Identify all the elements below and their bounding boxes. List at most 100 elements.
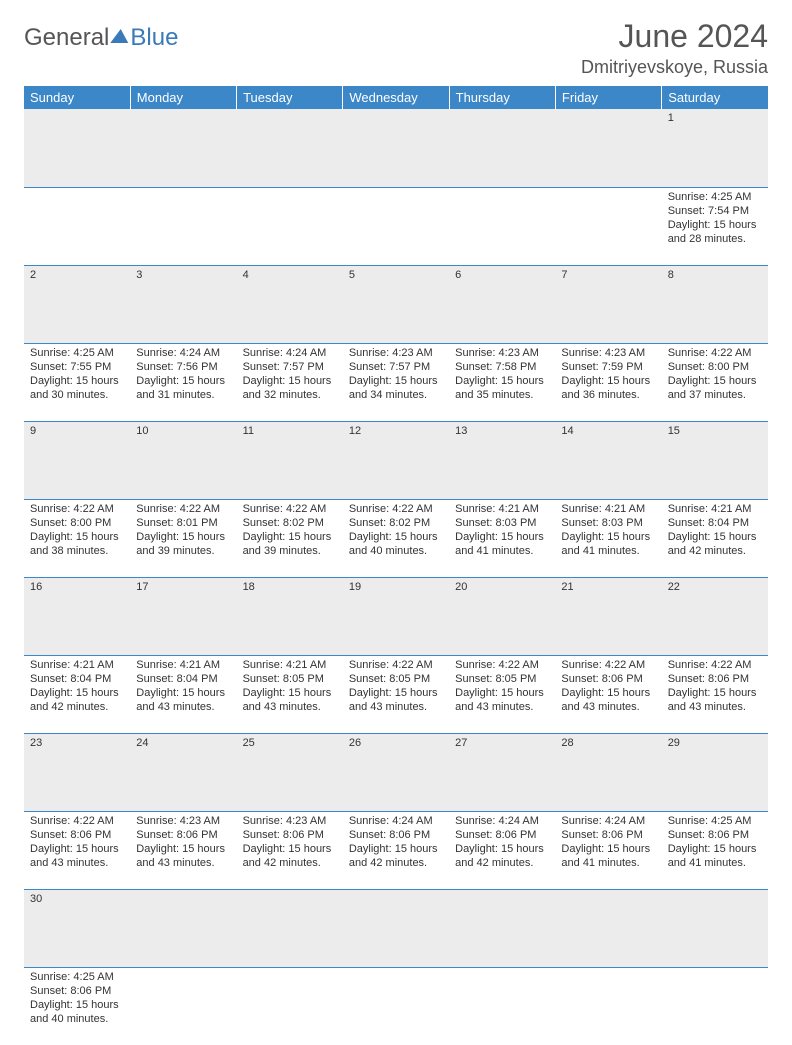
day-detail-cell: Sunrise: 4:22 AMSunset: 8:06 PMDaylight:…	[555, 655, 661, 733]
day-number-cell	[555, 109, 661, 187]
day-detail-cell	[449, 187, 555, 265]
day-detail-cell: Sunrise: 4:21 AMSunset: 8:04 PMDaylight:…	[24, 655, 130, 733]
title-block: June 2024 Dmitriyevskoye, Russia	[581, 18, 768, 78]
weekday-header: Wednesday	[343, 86, 449, 109]
day-detail-cell: Sunrise: 4:24 AMSunset: 7:57 PMDaylight:…	[237, 343, 343, 421]
day-number-cell: 12	[343, 421, 449, 499]
day-detail-cell: Sunrise: 4:23 AMSunset: 7:57 PMDaylight:…	[343, 343, 449, 421]
week-daynum-row: 23242526272829	[24, 733, 768, 811]
day-detail-cell: Sunrise: 4:24 AMSunset: 8:06 PMDaylight:…	[449, 811, 555, 889]
week-detail-row: Sunrise: 4:22 AMSunset: 8:00 PMDaylight:…	[24, 499, 768, 577]
day-detail-cell: Sunrise: 4:24 AMSunset: 7:56 PMDaylight:…	[130, 343, 236, 421]
day-detail-cell: Sunrise: 4:25 AMSunset: 7:55 PMDaylight:…	[24, 343, 130, 421]
day-detail-cell	[237, 187, 343, 265]
day-number-cell: 23	[24, 733, 130, 811]
day-number-cell: 29	[662, 733, 768, 811]
day-number-cell	[662, 889, 768, 967]
day-number-cell: 10	[130, 421, 236, 499]
day-number-cell: 15	[662, 421, 768, 499]
day-number-cell: 2	[24, 265, 130, 343]
day-number-cell: 25	[237, 733, 343, 811]
day-number-cell: 20	[449, 577, 555, 655]
day-detail-cell: Sunrise: 4:23 AMSunset: 8:06 PMDaylight:…	[237, 811, 343, 889]
day-number-cell: 4	[237, 265, 343, 343]
day-detail-cell	[662, 967, 768, 1045]
day-number-cell: 21	[555, 577, 661, 655]
day-number-cell: 9	[24, 421, 130, 499]
day-detail-cell	[555, 967, 661, 1045]
day-number-cell	[130, 889, 236, 967]
week-daynum-row: 9101112131415	[24, 421, 768, 499]
day-detail-cell: Sunrise: 4:25 AMSunset: 7:54 PMDaylight:…	[662, 187, 768, 265]
day-detail-cell: Sunrise: 4:23 AMSunset: 7:58 PMDaylight:…	[449, 343, 555, 421]
day-number-cell: 1	[662, 109, 768, 187]
day-number-cell: 3	[130, 265, 236, 343]
day-number-cell: 7	[555, 265, 661, 343]
day-detail-cell: Sunrise: 4:25 AMSunset: 8:06 PMDaylight:…	[24, 967, 130, 1045]
day-number-cell	[449, 109, 555, 187]
day-number-cell: 30	[24, 889, 130, 967]
day-number-cell	[449, 889, 555, 967]
week-detail-row: Sunrise: 4:25 AMSunset: 7:55 PMDaylight:…	[24, 343, 768, 421]
weekday-header: Saturday	[662, 86, 768, 109]
day-number-cell: 24	[130, 733, 236, 811]
day-number-cell: 14	[555, 421, 661, 499]
day-number-cell	[237, 109, 343, 187]
day-detail-cell: Sunrise: 4:21 AMSunset: 8:04 PMDaylight:…	[130, 655, 236, 733]
day-detail-cell: Sunrise: 4:24 AMSunset: 8:06 PMDaylight:…	[555, 811, 661, 889]
weekday-header: Sunday	[24, 86, 130, 109]
day-number-cell	[130, 109, 236, 187]
day-detail-cell	[343, 187, 449, 265]
day-number-cell: 13	[449, 421, 555, 499]
day-detail-cell: Sunrise: 4:25 AMSunset: 8:06 PMDaylight:…	[662, 811, 768, 889]
weekday-header: Tuesday	[237, 86, 343, 109]
day-number-cell: 26	[343, 733, 449, 811]
day-number-cell: 17	[130, 577, 236, 655]
day-number-cell: 5	[343, 265, 449, 343]
day-detail-cell	[237, 967, 343, 1045]
day-detail-cell: Sunrise: 4:22 AMSunset: 8:05 PMDaylight:…	[449, 655, 555, 733]
day-detail-cell: Sunrise: 4:22 AMSunset: 8:01 PMDaylight:…	[130, 499, 236, 577]
logo-mark-icon	[111, 29, 130, 43]
day-detail-cell: Sunrise: 4:23 AMSunset: 7:59 PMDaylight:…	[555, 343, 661, 421]
day-number-cell: 11	[237, 421, 343, 499]
day-detail-cell: Sunrise: 4:22 AMSunset: 8:02 PMDaylight:…	[343, 499, 449, 577]
day-number-cell	[343, 889, 449, 967]
day-number-cell: 16	[24, 577, 130, 655]
day-number-cell: 22	[662, 577, 768, 655]
day-detail-cell	[449, 967, 555, 1045]
week-daynum-row: 2345678	[24, 265, 768, 343]
logo-word2: Blue	[130, 24, 178, 52]
week-detail-row: Sunrise: 4:25 AMSunset: 8:06 PMDaylight:…	[24, 967, 768, 1045]
logo: General Blue	[24, 24, 178, 52]
day-detail-cell: Sunrise: 4:22 AMSunset: 8:05 PMDaylight:…	[343, 655, 449, 733]
weekday-header: Friday	[555, 86, 661, 109]
calendar-table: SundayMondayTuesdayWednesdayThursdayFrid…	[24, 86, 768, 1045]
day-number-cell	[24, 109, 130, 187]
month-title: June 2024	[581, 18, 768, 55]
day-detail-cell	[555, 187, 661, 265]
week-detail-row: Sunrise: 4:22 AMSunset: 8:06 PMDaylight:…	[24, 811, 768, 889]
day-number-cell	[343, 109, 449, 187]
logo-word1: General	[24, 24, 109, 52]
week-detail-row: Sunrise: 4:25 AMSunset: 7:54 PMDaylight:…	[24, 187, 768, 265]
day-number-cell: 28	[555, 733, 661, 811]
day-number-cell: 27	[449, 733, 555, 811]
day-number-cell: 19	[343, 577, 449, 655]
week-detail-row: Sunrise: 4:21 AMSunset: 8:04 PMDaylight:…	[24, 655, 768, 733]
day-detail-cell: Sunrise: 4:22 AMSunset: 8:00 PMDaylight:…	[24, 499, 130, 577]
day-number-cell: 8	[662, 265, 768, 343]
day-detail-cell: Sunrise: 4:23 AMSunset: 8:06 PMDaylight:…	[130, 811, 236, 889]
day-detail-cell	[343, 967, 449, 1045]
day-detail-cell: Sunrise: 4:22 AMSunset: 8:06 PMDaylight:…	[24, 811, 130, 889]
day-detail-cell	[130, 967, 236, 1045]
day-detail-cell: Sunrise: 4:21 AMSunset: 8:04 PMDaylight:…	[662, 499, 768, 577]
day-detail-cell: Sunrise: 4:24 AMSunset: 8:06 PMDaylight:…	[343, 811, 449, 889]
day-detail-cell	[24, 187, 130, 265]
weekday-header: Thursday	[449, 86, 555, 109]
weekday-header-row: SundayMondayTuesdayWednesdayThursdayFrid…	[24, 86, 768, 109]
day-detail-cell: Sunrise: 4:22 AMSunset: 8:02 PMDaylight:…	[237, 499, 343, 577]
weekday-header: Monday	[130, 86, 236, 109]
day-detail-cell: Sunrise: 4:22 AMSunset: 8:00 PMDaylight:…	[662, 343, 768, 421]
week-daynum-row: 1	[24, 109, 768, 187]
